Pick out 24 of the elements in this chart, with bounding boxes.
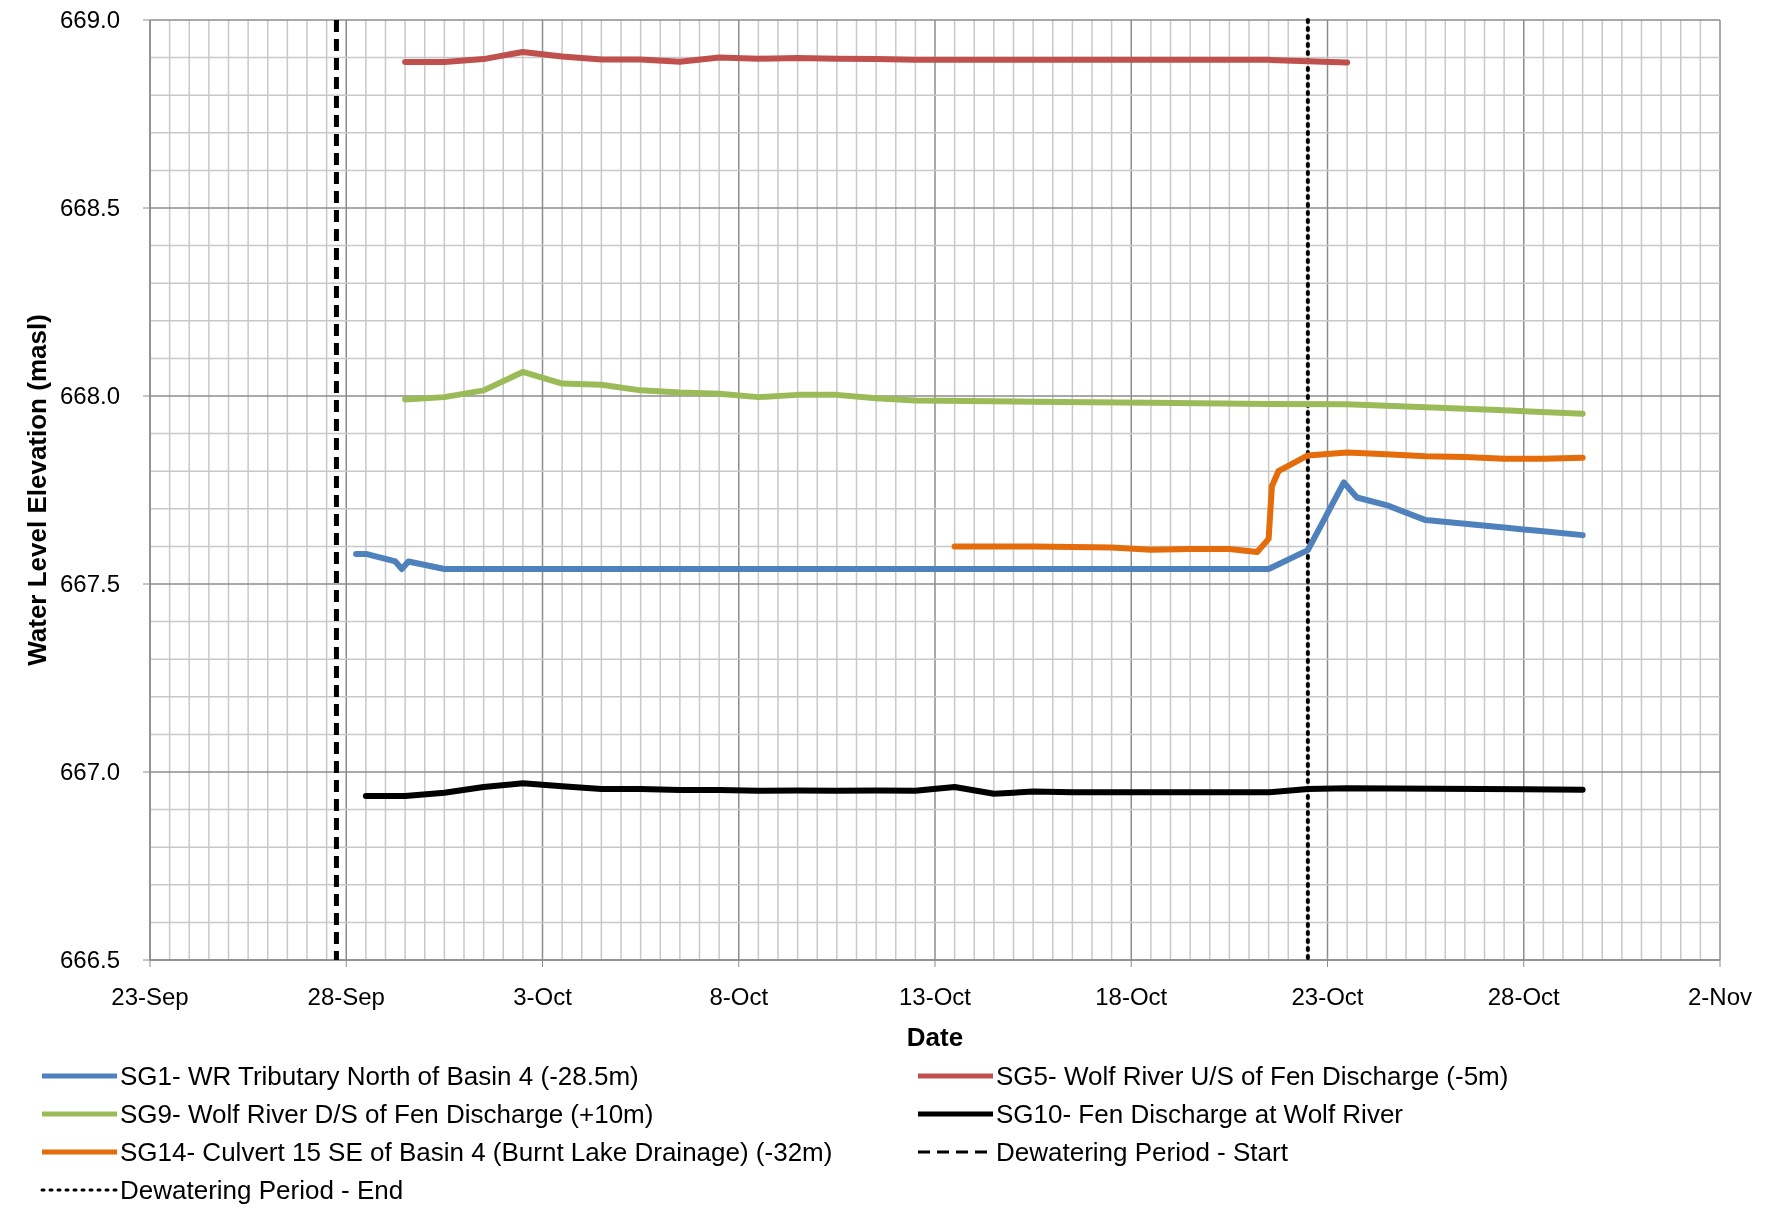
y-tick-label: 668.5 (59, 194, 120, 222)
legend-label: Dewatering Period - End (120, 1175, 404, 1206)
y-tick-label: 668.0 (59, 382, 120, 410)
x-tick-label: 28-Sep (307, 983, 385, 1010)
y-tick-label: 666.5 (59, 946, 120, 974)
x-axis-title: Date (906, 1022, 964, 1052)
x-tick-label: 23-Oct (1291, 983, 1364, 1010)
x-tick-label: 28-Oct (1487, 983, 1561, 1010)
legend-label: SG5- Wolf River U/S of Fen Discharge (-5m) (996, 1061, 1509, 1092)
y-tick-label: 667.0 (59, 758, 120, 786)
legend-label: SG14- Culvert 15 SE of Basin 4 (Burnt Lake Drainage) (-32m) (120, 1137, 833, 1168)
x-tick-label: 3-Oct (513, 983, 573, 1010)
y-tick-label: 669.0 (59, 6, 120, 34)
y-axis-title: Water Level Elevation (masl) (22, 314, 52, 666)
x-tick-label: 18-Oct (1095, 983, 1168, 1010)
legend-label: SG1- WR Tributary North of Basin 4 (-28.5m) (120, 1061, 639, 1092)
legend-label: SG10- Fen Discharge at Wolf River (996, 1099, 1404, 1130)
x-tick-label: 8-Oct (709, 983, 769, 1010)
legend-label: SG9- Wolf River D/S of Fen Discharge (+10m) (120, 1099, 654, 1130)
x-tick-label: 2-Nov (1687, 983, 1753, 1010)
legend-label: Dewatering Period - Start (996, 1137, 1289, 1168)
y-tick-label: 667.5 (59, 570, 120, 598)
x-tick-label: 23-Sep (111, 983, 189, 1010)
x-tick-label: 13-Oct (898, 983, 972, 1010)
